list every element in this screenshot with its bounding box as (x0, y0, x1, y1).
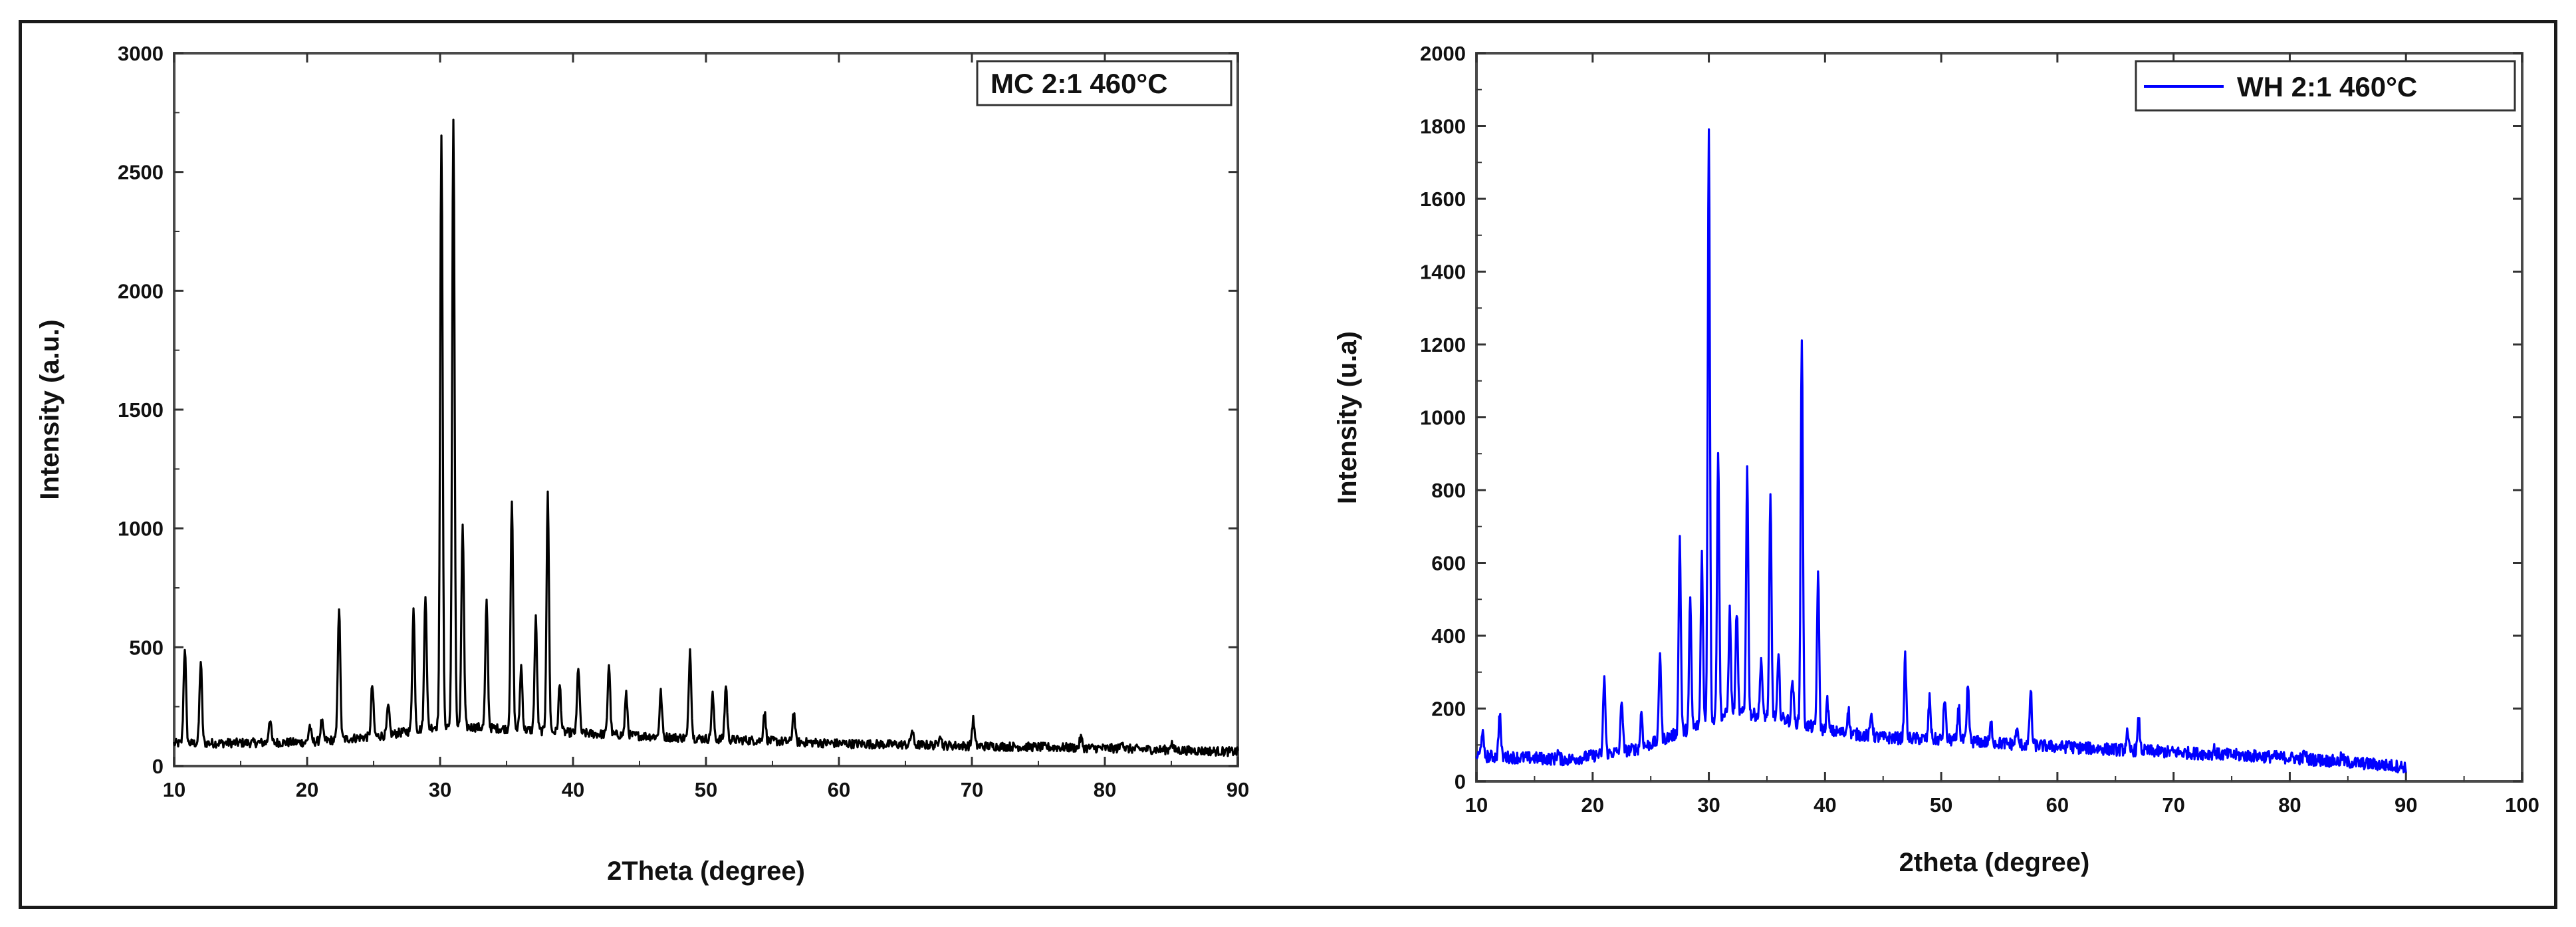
right-y-tick-label: 1600 (1420, 188, 1466, 211)
left-x-tick-label: 90 (1227, 778, 1249, 801)
left-y-axis-title: Intensity (a.u.) (35, 319, 64, 499)
left-y-tick-label: 3000 (118, 42, 164, 65)
left-y-tick-label: 1000 (118, 517, 164, 541)
right-y-tick-label: 800 (1431, 479, 1466, 502)
right-x-tick-label: 80 (2278, 793, 2301, 817)
right-x-tick-label: 40 (1814, 793, 1836, 817)
right-chart-panel: 10 20 30 40 50 60 70 80 90 1000200400600800100012… (1333, 42, 2539, 877)
right-legend-label: WH 2:1 460°C (2237, 71, 2417, 102)
left-x-tick-label: 60 (828, 778, 850, 801)
left-series-line-0 (173, 118, 1239, 757)
right-y-tick-label: 1800 (1420, 115, 1466, 138)
left-legend: MC 2:1 460°C (976, 60, 1232, 106)
left-y-tick-label: 1500 (118, 398, 164, 422)
right-plot-area (1475, 52, 2523, 783)
right-x-tick-label: 70 (2162, 793, 2184, 817)
right-x-tick-label: 90 (2395, 793, 2417, 817)
left-legend-label: MC 2:1 460°C (991, 68, 1168, 99)
right-y-tick-label: 400 (1431, 624, 1466, 648)
right-x-tick-label: 30 (1697, 793, 1720, 817)
right-x-tick-label: 20 (1581, 793, 1604, 817)
left-x-tick-label: 70 (961, 778, 983, 801)
left-x-tick-label: 30 (429, 778, 451, 801)
right-y-tick-label: 1400 (1420, 261, 1466, 284)
right-y-tick-label: 1000 (1420, 406, 1466, 430)
right-y-tick-label: 2000 (1420, 42, 1466, 65)
right-y-axis-title: Intensity (u.a) (1333, 331, 1362, 504)
left-y-tick-label: 2500 (118, 161, 164, 184)
right-x-tick-label: 60 (2046, 793, 2069, 817)
left-y-tick-label: 0 (152, 755, 164, 778)
right-x-tick-label: 50 (1930, 793, 1952, 817)
left-y-tick-label: 500 (129, 636, 164, 659)
left-x-tick-label: 80 (1094, 778, 1116, 801)
left-chart-panel: 10 20 30 40 50 60 70 80 90 0 500 1000 1500 2000 2500 30… (35, 42, 1249, 886)
left-x-tick-label: 20 (296, 778, 318, 801)
left-x-axis-title: 2Theta (degree) (607, 857, 805, 886)
left-plot-area (173, 52, 1239, 767)
right-x-axis-title: 2theta (degree) (1899, 848, 2090, 877)
left-x-tick-label: 40 (562, 778, 584, 801)
right-y-tick-label: 200 (1431, 698, 1466, 721)
left-x-tick-label: 50 (695, 778, 717, 801)
figure-frame (19, 20, 2557, 909)
left-y-tick-label: 2000 (118, 279, 164, 303)
left-x-tick-label: 10 (163, 778, 185, 801)
right-legend: WH 2:1 460°C (2135, 60, 2516, 112)
right-y-tick-label: 1200 (1420, 333, 1466, 356)
right-y-tick-label: 0 (1455, 770, 1466, 793)
right-y-tick-label: 600 (1431, 552, 1466, 575)
right-x-tick-label: 100 (2505, 793, 2539, 817)
right-x-tick-label: 10 (1465, 793, 1488, 817)
right-series-line-0 (1475, 128, 2407, 774)
left-legend-box (976, 60, 1232, 106)
